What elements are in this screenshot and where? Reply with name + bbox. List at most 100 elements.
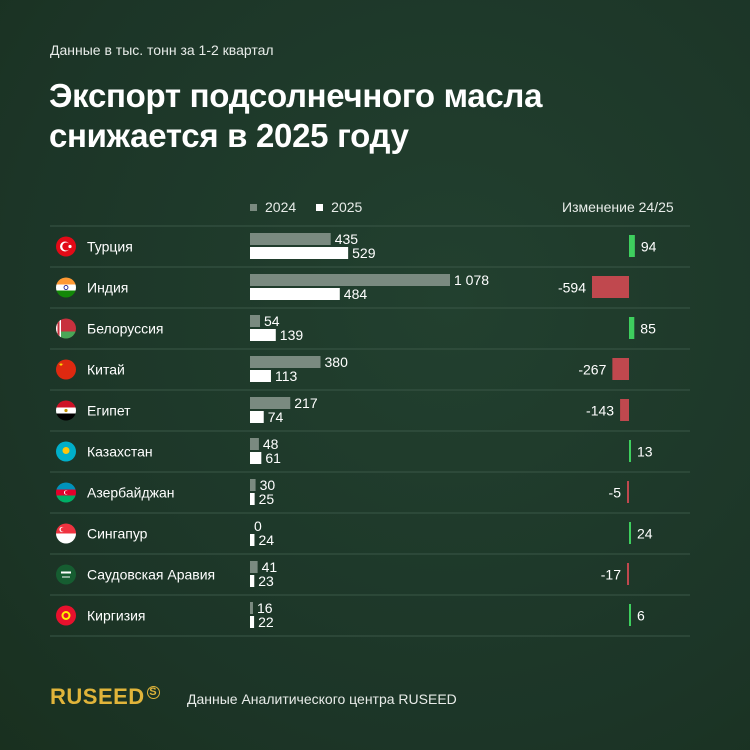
china-flag-icon xyxy=(56,359,76,380)
flag-body xyxy=(56,564,76,585)
category-label: Киргизия xyxy=(87,608,146,624)
value-label-2025: 23 xyxy=(258,573,274,589)
category-label: Индия xyxy=(87,280,128,296)
india-flag-icon xyxy=(56,277,76,298)
flag-wheel xyxy=(63,285,69,290)
azerbaijan-flag-icon xyxy=(56,482,76,503)
bar-2024 xyxy=(250,438,259,450)
flag-stripe xyxy=(56,331,76,339)
turkey-flag-icon xyxy=(56,236,76,257)
bar-2025 xyxy=(250,411,264,423)
flag-ornament xyxy=(57,318,60,339)
value-label-2024: 217 xyxy=(294,395,318,411)
flag-stripe xyxy=(56,359,76,380)
value-label-2025: 25 xyxy=(259,491,275,507)
bar-2025 xyxy=(250,493,255,505)
change-bar-positive xyxy=(629,522,631,544)
bar-2025 xyxy=(250,370,271,382)
flag-body xyxy=(56,523,76,544)
flag-stripe xyxy=(56,413,76,421)
value-label-2024: 48 xyxy=(263,436,279,452)
value-label-2024: 16 xyxy=(257,600,273,616)
flag-body xyxy=(56,277,76,298)
source-note: Данные Аналитического центра RUSEED xyxy=(187,691,457,707)
flag-tunduk xyxy=(63,613,69,618)
bar-2024 xyxy=(250,315,261,327)
bar-2024 xyxy=(250,479,256,491)
belarus-flag-icon xyxy=(56,318,76,339)
flag-eagle xyxy=(64,408,68,413)
bar-2025 xyxy=(250,452,262,464)
flag-stripe xyxy=(56,290,76,298)
bar-2024 xyxy=(250,561,258,573)
saudi-arabia-flag-icon xyxy=(56,564,76,585)
legend-item-2025: 2025 xyxy=(316,199,362,215)
flag-stripe xyxy=(56,495,76,503)
value-label-2024: 54 xyxy=(264,313,280,329)
category-label: Египет xyxy=(87,403,131,419)
change-label: 85 xyxy=(640,321,656,337)
flag-sword xyxy=(62,576,70,578)
flag-body xyxy=(56,236,76,257)
flag-stripe xyxy=(56,277,76,285)
change-bar-positive xyxy=(629,235,635,257)
bar-2024 xyxy=(250,602,253,614)
flag-crescent-cut xyxy=(65,490,69,495)
category-label: Турция xyxy=(87,239,133,255)
category-label: Азербайджан xyxy=(87,485,175,501)
ruseed-logo: RUSEED S xyxy=(50,684,160,710)
change-label: -594 xyxy=(558,280,586,296)
kyrgyzstan-flag-icon xyxy=(56,605,76,626)
bar-2025 xyxy=(250,575,255,587)
logo-text: RUSEED xyxy=(50,684,145,709)
flag-body xyxy=(56,400,76,421)
flag-star xyxy=(68,244,72,249)
bar-2024 xyxy=(250,274,450,286)
category-label: Сингапур xyxy=(87,526,148,542)
value-label-2025: 139 xyxy=(280,327,304,343)
flag-body xyxy=(56,482,76,503)
change-label: 24 xyxy=(637,526,653,542)
value-label-2025: 529 xyxy=(352,245,376,261)
flag-stripe xyxy=(56,523,76,534)
flag-stripe xyxy=(56,284,76,291)
value-label-2025: 484 xyxy=(344,286,368,302)
logo-mark: S xyxy=(146,686,160,699)
change-label: 94 xyxy=(641,239,657,255)
change-label: -5 xyxy=(609,485,622,501)
flag-body xyxy=(56,318,76,339)
legend-label-2025: 2025 xyxy=(331,199,363,215)
change-bar-negative xyxy=(627,481,629,503)
flag-crescent-cut xyxy=(60,527,66,532)
value-label-2025: 61 xyxy=(265,450,281,466)
legend-label-2024: 2024 xyxy=(265,199,297,215)
chart-title: Экспорт подсолнечного масла снижается в … xyxy=(49,77,543,154)
value-label-2024: 41 xyxy=(262,559,278,575)
value-label-2025: 74 xyxy=(268,409,284,425)
flag-body xyxy=(56,359,76,380)
flag-stripe xyxy=(56,564,76,585)
change-label: 6 xyxy=(637,608,645,624)
category-label: Саудовская Аравия xyxy=(87,567,215,583)
change-bar-positive xyxy=(629,440,631,462)
bar-2025 xyxy=(250,247,349,259)
flag-sun xyxy=(62,447,70,454)
flag-star xyxy=(58,362,64,366)
value-label-2025: 22 xyxy=(258,614,274,630)
flag-script xyxy=(61,571,71,574)
singapore-flag-icon xyxy=(56,523,76,544)
change-label: -17 xyxy=(601,567,621,583)
bar-2025 xyxy=(250,329,276,341)
change-label: -267 xyxy=(578,362,606,378)
bar-2025 xyxy=(250,534,255,546)
flag-stripe xyxy=(56,482,76,490)
change-bar-positive xyxy=(629,317,635,339)
bar-2025 xyxy=(250,288,340,300)
flag-stripe xyxy=(56,533,76,544)
category-label: Казахстан xyxy=(87,444,153,460)
legend: 2024 2025 xyxy=(250,199,382,215)
change-bar-negative xyxy=(612,358,629,380)
change-bar-positive xyxy=(629,604,631,626)
kazakhstan-flag-icon xyxy=(56,441,76,462)
